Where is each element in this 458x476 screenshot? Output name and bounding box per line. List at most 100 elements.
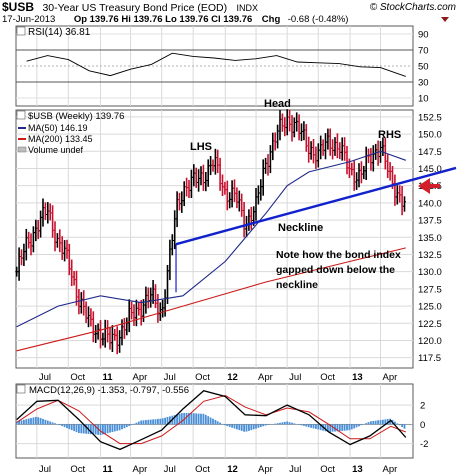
macd-tick-label: 0	[420, 420, 425, 431]
macd-histogram-bar	[329, 424, 332, 432]
macd-histogram-bar	[32, 417, 35, 425]
macd-histogram-bar	[195, 413, 198, 425]
macd-histogram-bar	[188, 413, 190, 425]
ma200-legend-label: MA(200) 133.45	[28, 134, 93, 144]
x-tick-label: Apr	[258, 372, 273, 383]
x-tick-label: Oct	[70, 372, 85, 383]
macd-histogram-bar	[300, 424, 303, 426]
macd-histogram-bar	[161, 418, 164, 425]
macd-histogram-bar	[219, 422, 221, 425]
macd-title: MACD(12,26,9) -1.353, -0.797, -0.556	[29, 385, 189, 396]
x-tick-label: Jul	[289, 464, 301, 475]
macd-histogram-bar	[341, 424, 344, 431]
macd-histogram-bar	[128, 424, 131, 426]
macd-histogram-bar	[240, 424, 243, 431]
macd-histogram-bar	[178, 413, 181, 425]
quote-values: Op 139.76 Hi 139.76 Lo 139.76 Cl 139.76	[74, 14, 253, 25]
ma50-legend-label: MA(50) 146.19	[28, 123, 88, 133]
macd-histogram-bar	[274, 423, 277, 425]
macd-histogram-bar	[157, 418, 159, 425]
macd-histogram-bar	[281, 422, 284, 425]
macd-histogram-bar	[23, 419, 25, 425]
price-legend-swatch	[16, 110, 26, 120]
macd-histogram-bar	[315, 424, 317, 429]
price-tick-label: 130.0	[418, 267, 442, 278]
macd-histogram-bar	[97, 424, 99, 435]
price-title: $USB (Weekly) 139.76	[28, 111, 124, 122]
x-tick-label: 13	[352, 464, 363, 475]
macd-histogram-bar	[142, 420, 145, 425]
macd-histogram-bar	[231, 424, 233, 428]
rsi-tick-label: 50	[418, 62, 429, 73]
x-tick-label: 11	[102, 372, 113, 383]
macd-histogram-bar	[257, 424, 260, 428]
macd-histogram-bar	[353, 424, 356, 429]
symbol: $USB	[2, 0, 34, 14]
x-axis-labels-middle: Jul Oct 11 Apr Jul Oct 12 Apr Jul Oct 13 Apr	[39, 372, 397, 383]
macd-histogram-bar	[82, 424, 85, 434]
macd-histogram-bar	[317, 424, 320, 430]
macd-histogram-bar	[94, 424, 97, 435]
price-tick-label: 137.5	[418, 216, 442, 227]
macd-histogram-bar	[147, 419, 150, 425]
note-line-2: gapped down below the	[276, 264, 395, 276]
macd-histogram-bar	[66, 424, 68, 429]
x-axis-labels-bottom: Jul Oct 11 Apr Jul Oct 12 Apr Jul Oct 13 Apr	[39, 464, 397, 475]
macd-histogram-bar	[252, 424, 255, 430]
macd-histogram-bar	[185, 413, 188, 425]
macd-histogram-bar	[85, 424, 87, 434]
macd-histogram-bar	[267, 424, 269, 425]
macd-histogram-bar	[394, 421, 396, 425]
macd-histogram-bar	[228, 424, 231, 427]
macd-histogram-bar	[224, 424, 226, 426]
macd-histogram-bar	[78, 424, 80, 433]
macd-histogram-bar	[20, 420, 23, 425]
macd-histogram-bar	[310, 424, 312, 428]
macd-signal-line	[16, 394, 406, 445]
macd-histogram-bar	[46, 420, 49, 425]
x-tick-label: Jul	[289, 372, 301, 383]
x-tick-label: Apr	[383, 372, 398, 383]
gap-arrow-icon	[418, 178, 440, 194]
x-tick-label: Jul	[39, 464, 51, 475]
macd-histogram-bar	[111, 424, 114, 432]
macd-histogram-bar	[331, 424, 334, 432]
rsi-frame	[15, 25, 414, 107]
macd-histogram-bar	[365, 423, 368, 425]
macd-histogram-bar	[209, 417, 212, 425]
macd-histogram-bar	[90, 424, 92, 435]
note-line-3: neckline	[276, 279, 318, 291]
macd-histogram-bar	[221, 423, 224, 425]
neckline-label: Neckline	[278, 222, 323, 234]
macd-histogram-bar	[214, 420, 217, 425]
x-tick-label: 11	[102, 464, 113, 475]
macd-histogram-bar	[173, 415, 176, 425]
macd-histogram-bar	[121, 424, 123, 430]
neckline	[175, 166, 457, 246]
note-line-1: Note how the bond index	[276, 249, 401, 261]
macd-histogram-bar	[250, 424, 253, 431]
macd-histogram-bar	[248, 424, 250, 431]
macd-histogram-bar	[401, 424, 403, 427]
macd-histogram-bar	[288, 422, 291, 425]
price-tick-label: 135.0	[418, 233, 442, 244]
price-panel: 117.5 120.0 122.5 125.0 127.5 130.0 132.5 135.0…	[15, 98, 457, 369]
macd-histogram-bar	[152, 419, 154, 425]
macd-histogram-bar	[303, 424, 305, 426]
x-tick-label: 12	[227, 372, 238, 383]
header-row: $USB 30-Year US Treasury Bond Price (EOD…	[2, 0, 258, 15]
watermark: © StockCharts.com	[370, 2, 456, 13]
macd-histogram-bar	[49, 421, 52, 425]
macd-histogram-bar	[382, 419, 384, 425]
macd-histogram-bar	[34, 416, 37, 425]
date-label: 17-Jun-2013	[2, 14, 55, 25]
macd-histogram-bar	[283, 421, 286, 425]
macd-histogram-bar	[279, 422, 281, 425]
macd-histogram-bar	[226, 424, 229, 427]
x-tick-label: 12	[227, 464, 238, 475]
macd-histogram-bar	[106, 424, 109, 434]
macd-histogram-bar	[307, 424, 310, 428]
price-legend: $USB (Weekly) 139.76 MA(50) 146.19 MA(20…	[16, 110, 124, 155]
macd-histogram-bar	[276, 423, 279, 425]
macd-histogram-bar	[37, 417, 40, 425]
